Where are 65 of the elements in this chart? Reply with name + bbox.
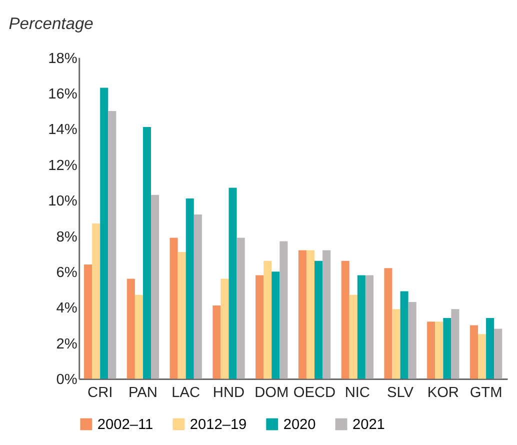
y-tick-label: 2%: [56, 336, 78, 352]
y-tick-label: 6%: [56, 264, 78, 281]
bar: [92, 223, 100, 379]
bar: [400, 291, 408, 379]
bar: [194, 214, 202, 379]
bar: [486, 318, 494, 379]
x-tick-label: PAN: [128, 384, 158, 401]
bar: [126, 278, 135, 379]
bar: [341, 260, 350, 379]
bar: [306, 250, 315, 379]
bar: [170, 238, 178, 379]
y-tick-label: 14%: [48, 122, 78, 138]
bar: [357, 275, 366, 379]
bar: [427, 322, 436, 379]
bar: [494, 328, 502, 379]
bar: [435, 322, 444, 379]
bar: [384, 268, 392, 379]
bar: [178, 252, 186, 379]
chart-title: Percentage: [8, 14, 94, 34]
bar: [108, 110, 116, 379]
bar: [272, 272, 280, 379]
y-tick-label: 4%: [56, 300, 78, 317]
y-tick-label: 16%: [48, 86, 78, 102]
bar: [392, 309, 400, 379]
x-tick-label: CRI: [88, 384, 113, 401]
bar: [451, 309, 460, 379]
bar: [212, 306, 221, 379]
bar: [349, 294, 358, 379]
y-tick-label: 10%: [48, 194, 78, 210]
bar: [151, 194, 160, 379]
bar: [470, 325, 478, 379]
bar: [84, 264, 92, 379]
y-tick-label: 0%: [56, 372, 78, 388]
bar: [298, 250, 306, 379]
bar: [142, 127, 152, 379]
x-tick-label: HND: [212, 384, 245, 401]
bar: [314, 260, 323, 379]
bar: [365, 275, 374, 379]
y-tick-label: 12%: [48, 158, 78, 174]
bar: [478, 334, 486, 379]
x-tick-label: SLV: [387, 384, 414, 401]
bar: [280, 241, 288, 379]
bar: [236, 238, 245, 379]
bar: [322, 250, 331, 379]
x-tick-label: DOM: [254, 384, 289, 401]
bar: [220, 278, 229, 379]
x-tick-label: LAC: [172, 384, 200, 401]
bar: [228, 188, 237, 379]
bar: [408, 302, 416, 379]
legend-label: 2020: [283, 417, 316, 434]
x-tick-label: GTM: [470, 384, 502, 401]
x-tick-label: OECD: [293, 384, 336, 401]
bar: [443, 318, 452, 379]
legend-label: 2002–11: [97, 417, 154, 434]
x-tick-label: KOR: [427, 384, 459, 401]
y-tick-label: 8%: [56, 229, 78, 246]
bar: [264, 260, 272, 379]
bar: [186, 198, 194, 379]
bar: [100, 88, 108, 379]
bar: [134, 294, 143, 379]
x-tick-label: NIC: [344, 384, 370, 401]
bar: [256, 275, 264, 379]
legend-label: 2021: [352, 417, 385, 434]
legend-label: 2012–19: [190, 417, 247, 434]
y-tick-label: 18%: [48, 50, 78, 67]
